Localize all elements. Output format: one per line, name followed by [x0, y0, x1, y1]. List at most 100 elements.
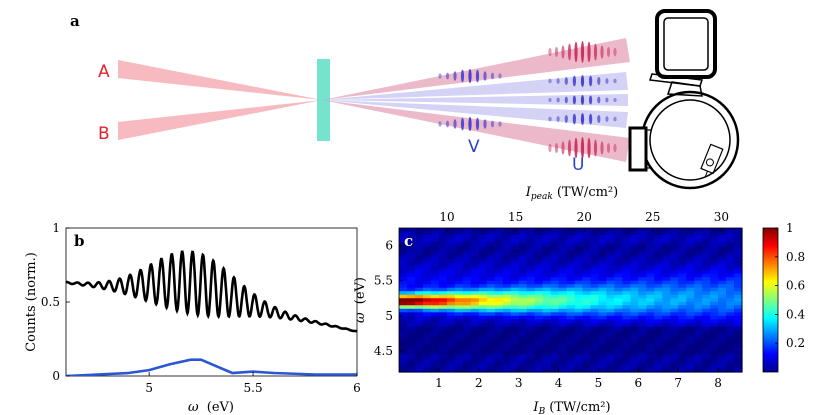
heatmap-cell: [614, 259, 623, 264]
heatmap-cell: [598, 263, 607, 268]
colorbar-ticks: 0.20.40.60.81: [775, 221, 805, 350]
heatmap-cell: [502, 294, 512, 299]
heatmap-cell: [702, 291, 711, 296]
heatmap-cell: [734, 340, 743, 345]
heatmap-cell: [518, 322, 528, 327]
heatmap-cell: [486, 340, 496, 345]
heatmap-cell: [686, 294, 695, 299]
heatmap-cell: [614, 252, 623, 257]
heatmap-cell: [678, 287, 687, 292]
heatmap-cell: [622, 340, 631, 345]
heatmap-cell: [534, 326, 544, 331]
heatmap-cell: [494, 228, 504, 233]
heatmap-cell: [662, 361, 671, 366]
heatmap-cell: [734, 329, 743, 334]
heatmap-cell: [670, 298, 679, 303]
heatmap-cell: [574, 256, 584, 261]
heatmap-cell: [590, 298, 600, 303]
heatmap-cell: [590, 364, 600, 370]
heatmap-cell: [462, 319, 472, 324]
heatmap-cell: [734, 228, 743, 233]
heatmap-cell: [726, 238, 735, 243]
heatmap-cell: [654, 252, 663, 257]
heatmap-cell: [438, 238, 448, 243]
heatmap-cell: [566, 333, 576, 338]
heatmap-cell: [646, 266, 655, 271]
pulse-fringe: [498, 73, 502, 79]
heatmap-cell: [502, 340, 512, 345]
heatmap-cell: [606, 326, 615, 331]
heatmap-cell: [598, 266, 607, 271]
heatmap-cell: [526, 301, 536, 306]
heatmap-cell: [686, 361, 695, 366]
heatmap-cell: [686, 333, 695, 338]
heatmap-cell: [574, 333, 584, 338]
heatmap-cell: [422, 308, 432, 313]
heatmap-cell: [734, 315, 743, 320]
heatmap-cell: [414, 252, 424, 257]
heatmap-cell: [662, 284, 671, 289]
heatmap-cell: [399, 364, 408, 370]
heatmap-cell: [510, 280, 520, 285]
heatmap-cell: [510, 347, 520, 352]
heatmap-cell: [734, 294, 743, 299]
heatmap-cell: [518, 333, 528, 338]
panel-c-ylabel-symbol: ω: [353, 312, 368, 323]
heatmap-cell: [670, 284, 679, 289]
heatmap-cell: [670, 249, 679, 254]
heatmap-cell: [574, 343, 584, 349]
pulse-fringe: [613, 116, 617, 122]
heatmap-cell: [542, 347, 552, 352]
heatmap-cell: [558, 256, 568, 261]
heatmap-cell: [662, 249, 671, 254]
heatmap-cell: [694, 364, 703, 370]
heatmap-cell: [406, 280, 416, 285]
heatmap-cell: [462, 305, 472, 310]
heatmap-cell: [494, 242, 504, 247]
heatmap-cell: [510, 322, 520, 327]
heatmap-cell: [582, 238, 592, 243]
heatmap-cell: [622, 277, 631, 282]
heatmap-cell: [462, 235, 472, 240]
heatmap-cell: [422, 319, 432, 324]
heatmap-cell: [534, 329, 544, 334]
heatmap-cell: [654, 235, 663, 240]
heatmap-cell: [710, 364, 719, 370]
heatmap-cell: [726, 277, 735, 282]
heatmap-cell: [542, 343, 552, 349]
pulse-fringe: [468, 69, 472, 83]
heatmap-cell: [686, 231, 695, 236]
heatmap-cell: [614, 287, 623, 292]
heatmap-cell: [534, 259, 544, 264]
heatmap-cell: [590, 329, 600, 334]
heatmap-cell: [470, 357, 480, 363]
heatmap-cell: [670, 336, 679, 341]
heatmap-cell: [590, 312, 600, 317]
heatmap-cell: [550, 368, 560, 373]
heatmap-cell: [710, 256, 719, 261]
heatmap-cell: [638, 340, 647, 345]
heatmap-cell: [670, 245, 679, 250]
heatmap-cell: [670, 312, 679, 317]
panel-c-top-xlabel-symbol: I: [525, 185, 532, 200]
heatmap-cell: [598, 284, 607, 289]
heatmap-cell: [574, 294, 584, 299]
heatmap-cell: [446, 270, 456, 275]
heatmap-cell: [694, 343, 703, 349]
panel-b-y-ticks: 00.51: [41, 221, 70, 383]
heatmap-cell: [510, 273, 520, 278]
heatmap-cell: [414, 357, 424, 363]
heatmap-cell: [454, 266, 464, 271]
heatmap-cell: [590, 235, 600, 240]
heatmap-cell: [518, 329, 528, 334]
heatmap-cell: [454, 312, 464, 317]
heatmap-cell: [438, 245, 448, 250]
heatmap-cell: [494, 368, 504, 373]
heatmap-cell: [534, 270, 544, 275]
pulse-fringe: [600, 45, 604, 59]
heatmap-cell: [502, 266, 512, 271]
pulse-fringe: [606, 46, 611, 58]
heatmap-cell: [614, 256, 623, 261]
heatmap-cell: [414, 340, 424, 345]
heatmap-cell: [718, 263, 727, 268]
